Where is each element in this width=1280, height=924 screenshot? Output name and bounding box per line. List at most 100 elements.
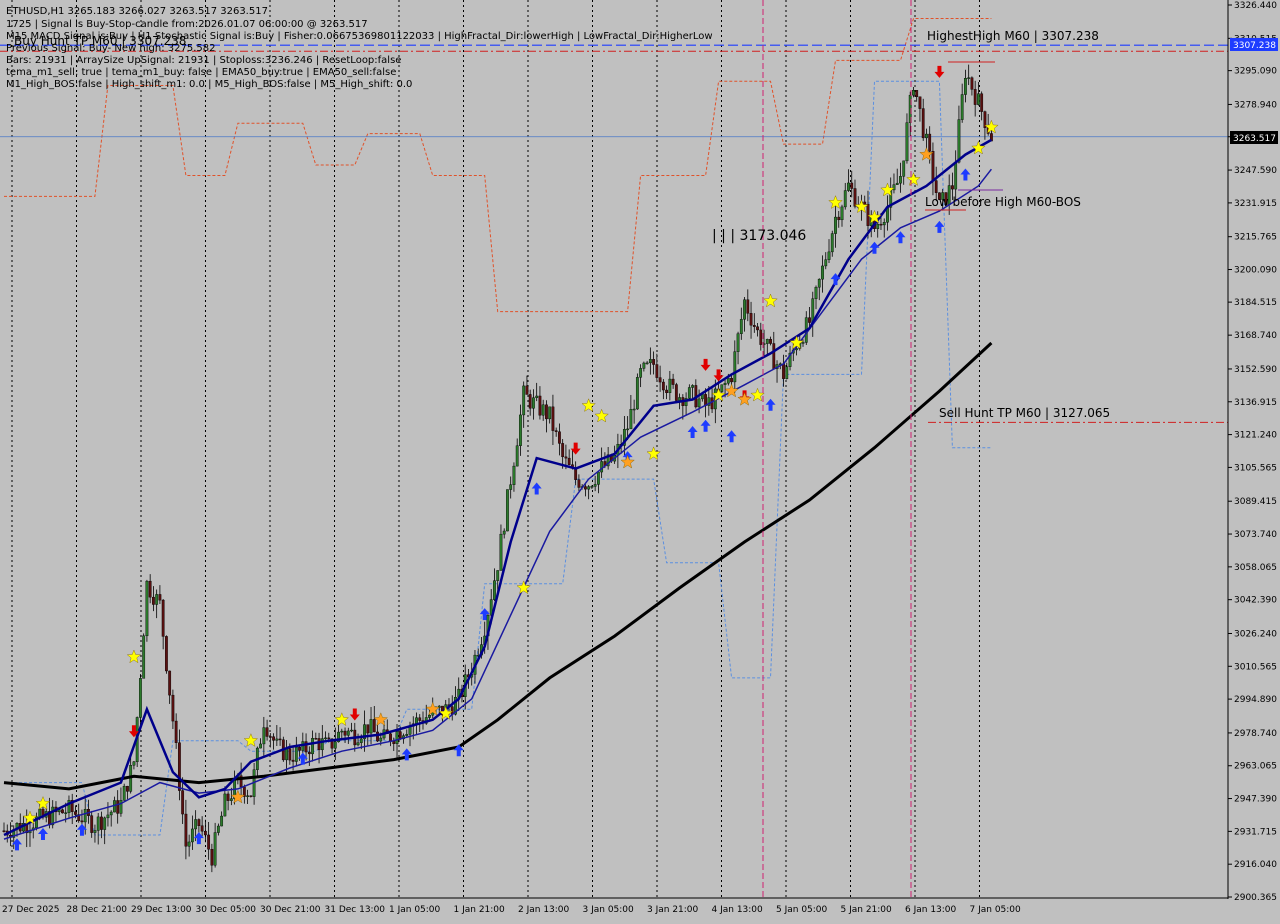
low-before-high-label: Low before High M60-BOS (925, 195, 1081, 209)
candle-body (145, 580, 149, 637)
candle-body (35, 816, 38, 829)
signal-star-icon (880, 182, 895, 197)
signal-star-icon (984, 119, 999, 134)
candle-body (103, 817, 107, 830)
signal-star-icon (906, 172, 921, 186)
candle-body (915, 90, 919, 97)
candle-body (428, 714, 431, 718)
candle-body (973, 89, 977, 105)
candle-body (814, 286, 818, 299)
candle-body (590, 486, 594, 488)
price-tick-label: 3295.090 (1234, 67, 1277, 77)
signal-star-icon (516, 580, 531, 595)
price-tick-label: 3215.765 (1234, 233, 1277, 243)
candle-body (38, 808, 42, 817)
candle-body (788, 352, 792, 367)
candle-body (171, 694, 175, 722)
candle-body (561, 443, 565, 458)
price-tick-label: 2900.365 (1234, 893, 1277, 903)
candle-body (229, 798, 233, 801)
signal-star-icon (425, 701, 440, 716)
price-tick-label: 3058.065 (1234, 563, 1277, 573)
current-price-tag (1230, 131, 1278, 144)
candle-body (532, 397, 535, 409)
candle-body (928, 133, 932, 152)
candle-body (346, 730, 350, 736)
info-line: tema_m1_sell: true | tema_m1_buy: false … (6, 67, 396, 78)
buy-arrow-icon (960, 168, 971, 181)
candle-body (148, 580, 152, 598)
candle-body (853, 188, 857, 207)
candle-body (658, 377, 662, 383)
candle-body (743, 299, 746, 320)
candle-body (710, 397, 714, 410)
candle-body (376, 731, 379, 742)
candle-body (769, 338, 772, 344)
candle-body (194, 819, 198, 830)
time-tick-label: 31 Dec 13:00 (325, 905, 386, 915)
candle-body (554, 430, 558, 432)
candle-body (876, 223, 880, 229)
candle-body (726, 377, 730, 384)
price-tick-label: 2963.065 (1234, 762, 1277, 772)
candle-body (187, 841, 191, 847)
candle-body (314, 738, 318, 740)
candle-body (746, 299, 750, 314)
signal-star-icon (35, 796, 51, 810)
price-tick-label: 3152.590 (1234, 365, 1277, 375)
candle-body (168, 670, 172, 696)
signal-star-icon (126, 649, 142, 664)
candle-body (912, 90, 915, 96)
price-tick-label: 2916.040 (1234, 860, 1277, 870)
candle-body (730, 377, 733, 383)
candle-body (155, 594, 159, 605)
price-tick-label: 3326.440 (1234, 1, 1277, 11)
ma-fast-line (3, 138, 993, 837)
ma-slow-line (3, 341, 993, 791)
buy-arrow-icon (11, 838, 22, 851)
candle-body (96, 816, 100, 831)
candle-body (564, 456, 568, 459)
candle-body (707, 397, 711, 406)
candle-body (772, 343, 776, 370)
candle-body (152, 596, 155, 605)
candle-body (801, 342, 805, 344)
buy-arrow-icon (453, 744, 464, 757)
buy-arrow-icon (869, 241, 880, 254)
candle-body (980, 93, 984, 112)
candle-body (548, 406, 552, 420)
candle-body (343, 730, 347, 736)
buy-arrow-icon (687, 426, 698, 439)
candle-body (970, 77, 974, 90)
candle-body (697, 398, 701, 408)
candle-body (840, 206, 844, 221)
candle-body (938, 192, 941, 200)
candle-body (519, 414, 522, 446)
candle-body (226, 793, 230, 801)
candle-body (925, 133, 928, 139)
candle-body (389, 733, 392, 742)
sell-arrow-icon (570, 442, 581, 455)
candle-body (83, 808, 87, 823)
price-tick-label: 3026.240 (1234, 629, 1277, 639)
candle-body (577, 479, 581, 488)
candle-body (642, 362, 646, 369)
candle-body (369, 719, 373, 734)
candle-body (506, 489, 509, 532)
candle-body (291, 759, 295, 762)
candle-body (268, 736, 272, 738)
candle-body (116, 800, 120, 814)
time-tick-label: 5 Jan 05:00 (776, 905, 828, 915)
candle-body (324, 737, 327, 740)
candle-body (674, 384, 678, 401)
candle-body (298, 747, 301, 751)
info-line: Bars: 21931 | ArraySize UpSignal: 21931 … (6, 55, 401, 66)
time-axis[interactable]: 27 Dec 2025 28 Dec 21:00 29 Dec 13:00 30 De… (0, 897, 1228, 915)
current-price-tag-text: 3263.517 (1233, 134, 1276, 144)
candle-body (843, 190, 847, 208)
candle-body (941, 192, 945, 200)
candle-body (356, 742, 360, 746)
candle-body (899, 176, 902, 184)
candle-body (262, 727, 266, 745)
